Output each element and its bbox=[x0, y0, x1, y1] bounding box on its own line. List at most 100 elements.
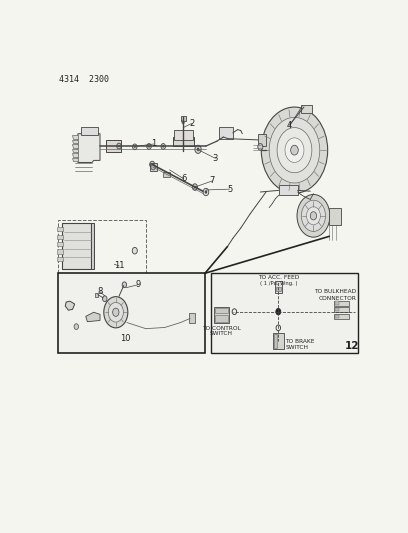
Polygon shape bbox=[71, 135, 78, 139]
Bar bbox=[335, 302, 339, 305]
Circle shape bbox=[162, 145, 164, 148]
Bar bbox=[334, 314, 349, 319]
Polygon shape bbox=[65, 301, 75, 310]
Text: 3: 3 bbox=[213, 154, 218, 163]
Text: TO BULKHEAD: TO BULKHEAD bbox=[314, 289, 356, 295]
Circle shape bbox=[306, 207, 320, 225]
Circle shape bbox=[74, 324, 78, 329]
Circle shape bbox=[258, 143, 263, 150]
Polygon shape bbox=[71, 149, 78, 152]
Circle shape bbox=[276, 309, 281, 315]
Bar bbox=[215, 308, 228, 312]
Bar bbox=[95, 293, 98, 297]
Bar bbox=[274, 334, 277, 348]
Bar bbox=[173, 137, 194, 146]
Circle shape bbox=[197, 148, 199, 151]
Bar bbox=[181, 116, 186, 120]
Circle shape bbox=[182, 120, 185, 124]
Bar bbox=[57, 249, 63, 254]
Text: CONNECTOR: CONNECTOR bbox=[318, 296, 356, 301]
Polygon shape bbox=[71, 158, 78, 161]
Bar bbox=[335, 308, 339, 311]
Bar bbox=[258, 134, 266, 146]
Text: 2: 2 bbox=[189, 119, 194, 128]
Circle shape bbox=[285, 138, 304, 163]
Text: TO CONTROL: TO CONTROL bbox=[202, 326, 241, 331]
Polygon shape bbox=[71, 154, 78, 157]
Circle shape bbox=[297, 195, 330, 237]
Bar bbox=[214, 307, 229, 323]
Text: 11: 11 bbox=[114, 261, 124, 270]
Text: 7: 7 bbox=[210, 176, 215, 185]
Circle shape bbox=[151, 164, 155, 170]
Bar bbox=[301, 105, 312, 113]
Text: 4314  2300: 4314 2300 bbox=[59, 75, 109, 84]
Circle shape bbox=[102, 296, 107, 302]
Text: 6: 6 bbox=[181, 174, 186, 183]
Text: 9: 9 bbox=[135, 280, 141, 289]
Circle shape bbox=[290, 145, 298, 155]
Circle shape bbox=[205, 190, 207, 193]
Text: TO BRAKE: TO BRAKE bbox=[285, 340, 315, 344]
Bar bbox=[219, 127, 233, 139]
Circle shape bbox=[203, 188, 209, 196]
Circle shape bbox=[302, 200, 326, 231]
Text: 8: 8 bbox=[98, 287, 103, 296]
Bar bbox=[273, 333, 284, 349]
Bar bbox=[174, 130, 193, 140]
Circle shape bbox=[147, 143, 151, 149]
Bar bbox=[58, 220, 146, 273]
Bar bbox=[91, 223, 94, 269]
Bar bbox=[163, 172, 170, 177]
Text: ( 1 /Pu. Wng. ): ( 1 /Pu. Wng. ) bbox=[259, 281, 297, 286]
Bar bbox=[57, 227, 63, 231]
Circle shape bbox=[150, 161, 155, 168]
Bar bbox=[58, 273, 205, 353]
Circle shape bbox=[132, 247, 137, 254]
Circle shape bbox=[276, 325, 281, 330]
Bar bbox=[279, 185, 298, 195]
Text: SWITCH: SWITCH bbox=[210, 332, 233, 336]
Polygon shape bbox=[71, 140, 78, 143]
Circle shape bbox=[104, 297, 128, 328]
Bar bbox=[81, 127, 98, 134]
Bar bbox=[211, 273, 358, 353]
Circle shape bbox=[194, 186, 196, 188]
Circle shape bbox=[192, 184, 197, 190]
Circle shape bbox=[161, 143, 166, 149]
Bar bbox=[276, 287, 281, 292]
Bar bbox=[275, 281, 282, 293]
Circle shape bbox=[133, 144, 137, 150]
Text: 12: 12 bbox=[345, 341, 359, 351]
Bar bbox=[57, 257, 63, 261]
Polygon shape bbox=[78, 134, 100, 163]
Bar bbox=[57, 242, 63, 246]
Circle shape bbox=[117, 143, 121, 149]
Text: SWITCH: SWITCH bbox=[285, 345, 308, 350]
Bar bbox=[215, 316, 228, 321]
Bar bbox=[106, 140, 121, 152]
Circle shape bbox=[232, 309, 237, 314]
Bar bbox=[57, 235, 63, 239]
Polygon shape bbox=[71, 144, 78, 148]
Circle shape bbox=[118, 145, 120, 147]
Circle shape bbox=[269, 117, 320, 183]
Bar bbox=[328, 208, 341, 225]
Bar bbox=[335, 314, 339, 318]
Text: 10: 10 bbox=[120, 334, 131, 343]
Text: 4: 4 bbox=[287, 121, 293, 130]
Circle shape bbox=[108, 302, 123, 322]
Circle shape bbox=[195, 145, 201, 154]
Bar bbox=[150, 163, 157, 171]
Circle shape bbox=[122, 282, 126, 288]
Circle shape bbox=[277, 127, 312, 173]
Circle shape bbox=[134, 146, 136, 148]
Text: 5: 5 bbox=[227, 184, 232, 193]
Bar bbox=[334, 307, 349, 312]
Bar bbox=[188, 313, 195, 322]
Circle shape bbox=[310, 212, 317, 220]
Bar bbox=[334, 301, 349, 305]
Circle shape bbox=[113, 308, 119, 317]
Circle shape bbox=[148, 145, 150, 148]
Bar bbox=[62, 223, 91, 269]
